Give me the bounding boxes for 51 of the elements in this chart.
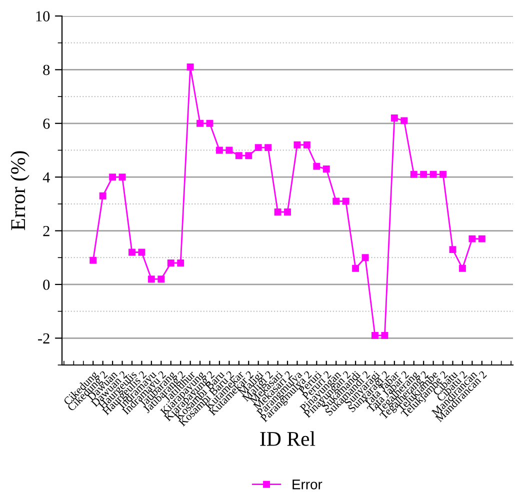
point [322,166,330,172]
y-tick-label: -2 [38,333,50,344]
point [440,170,446,178]
point [138,248,146,256]
point [118,174,126,181]
point [235,152,242,160]
y-tick-label: 4 [42,172,50,182]
point [216,146,223,154]
point [128,248,136,256]
point [254,144,262,152]
point [313,162,320,170]
point [352,264,360,272]
point [390,114,398,122]
y-tick-label: 10 [36,11,50,22]
point [226,146,233,154]
point [372,332,378,339]
point [478,235,486,242]
point [430,170,437,178]
point [99,192,106,200]
point [400,117,408,124]
point [177,260,184,266]
point [468,235,476,242]
x-axis-title: ID Rel [260,431,316,446]
point [449,246,456,254]
point [420,170,428,178]
y-tick-label: 6 [43,118,50,129]
point [264,144,272,152]
point [362,254,369,262]
point [274,208,282,216]
point [294,141,301,148]
point [332,198,340,205]
point [148,276,155,283]
point [410,170,418,178]
point [342,198,350,205]
y-tick-label: 0 [43,280,50,290]
y-tick-label: 8 [43,64,50,76]
point [303,141,310,148]
point [167,260,174,266]
y-tick-label: 2 [43,226,50,236]
y-axis-title: Error (%) [10,151,30,230]
point [381,332,388,339]
point [90,256,97,264]
point [245,152,252,160]
point [109,174,116,181]
legend-label: Error [292,480,322,490]
point [206,120,214,127]
point [158,276,165,283]
point [186,64,194,70]
point [284,208,291,216]
point [458,264,466,272]
point [196,120,204,127]
